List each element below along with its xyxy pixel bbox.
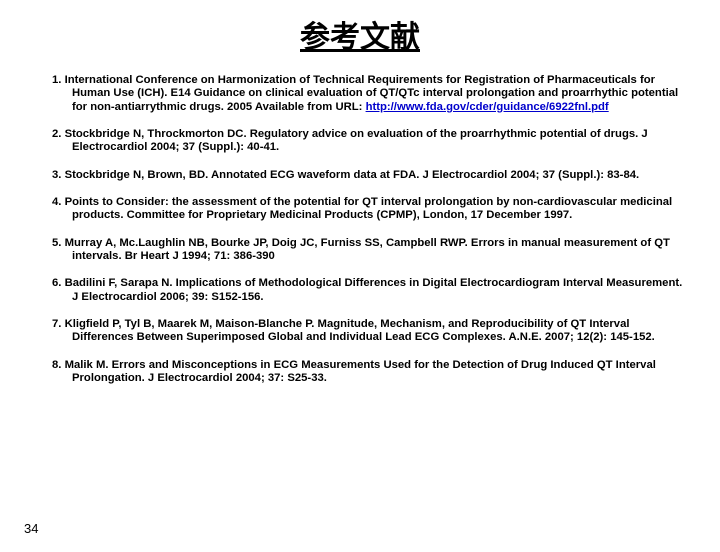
reference-number: 7. <box>52 318 61 330</box>
reference-item: 3. Stockbridge N, Brown, BD. Annotated E… <box>52 169 684 182</box>
reference-item: 1. International Conference on Harmoniza… <box>52 74 684 114</box>
reference-item: 7. Kligfield P, Tyl B, Maarek M, Maison-… <box>52 318 684 345</box>
reference-item: 6. Badilini F, Sarapa N. Implications of… <box>52 277 684 304</box>
reference-item: 4. Points to Consider: the assessment of… <box>52 196 684 223</box>
reference-item: 5. Murray A, Mc.Laughlin NB, Bourke JP, … <box>52 237 684 264</box>
reference-text: Malik M. Errors and Misconceptions in EC… <box>65 359 656 384</box>
reference-text: Points to Consider: the assessment of th… <box>65 196 673 221</box>
reference-number: 4. <box>52 196 61 208</box>
page-title: 参考文献 <box>0 12 720 56</box>
references-list: 1. International Conference on Harmoniza… <box>0 74 720 385</box>
reference-text: Kligfield P, Tyl B, Maarek M, Maison-Bla… <box>65 318 655 343</box>
reference-number: 2. <box>52 128 61 140</box>
reference-text: Murray A, Mc.Laughlin NB, Bourke JP, Doi… <box>65 237 670 262</box>
reference-number: 1. <box>52 74 61 86</box>
reference-number: 3. <box>52 169 61 181</box>
reference-text: Badilini F, Sarapa N. Implications of Me… <box>65 277 683 302</box>
reference-number: 5. <box>52 237 61 249</box>
page-number: 34 <box>24 521 38 536</box>
reference-number: 6. <box>52 277 61 289</box>
reference-item: 8. Malik M. Errors and Misconceptions in… <box>52 359 684 386</box>
reference-item: 2. Stockbridge N, Throckmorton DC. Regul… <box>52 128 684 155</box>
reference-number: 8. <box>52 359 61 371</box>
reference-link[interactable]: http://www.fda.gov/cder/guidance/6922fnl… <box>366 101 609 113</box>
reference-text: Stockbridge N, Throckmorton DC. Regulato… <box>65 128 648 153</box>
reference-text: Stockbridge N, Brown, BD. Annotated ECG … <box>65 169 640 181</box>
